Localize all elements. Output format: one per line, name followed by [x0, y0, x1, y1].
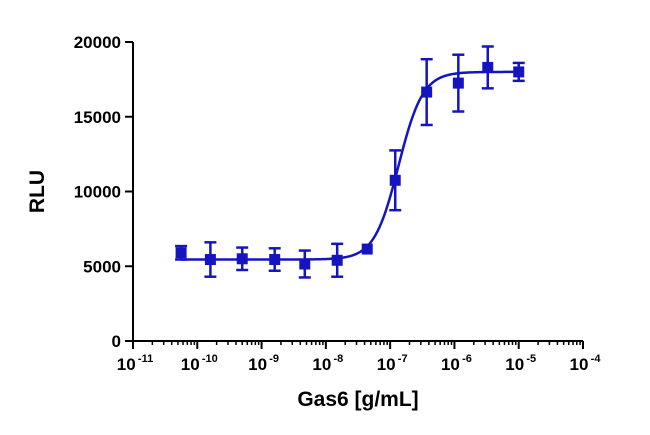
x-tick-label: 10 -9: [248, 353, 279, 374]
plot-marks: [175, 45, 525, 279]
fit-curve: [181, 70, 519, 261]
data-point: [421, 86, 433, 98]
data-point: [175, 247, 187, 259]
x-axis-title: Gas6 [g/mL]: [297, 388, 418, 411]
data-point: [513, 66, 525, 78]
x-tick-label: 10 -8: [312, 353, 343, 374]
data-point: [299, 258, 311, 270]
x-tick-label: 10 -10: [181, 353, 218, 374]
x-tick-label: 10 -11: [117, 353, 153, 374]
data-point: [236, 253, 248, 265]
data-point: [269, 254, 281, 266]
data-point: [389, 174, 401, 186]
data-point: [204, 254, 216, 266]
y-tick-label: 10000: [74, 183, 121, 202]
y-axis-ticks: 0 5000 10000 15000 20000: [74, 33, 133, 351]
x-tick-label: 10 -5: [505, 353, 536, 374]
y-tick-label: 20000: [74, 33, 121, 52]
y-axis-title: RLU: [26, 170, 49, 213]
y-tick-label: 0: [112, 332, 121, 351]
data-point: [452, 77, 464, 89]
x-tick-label: 10 -6: [441, 353, 472, 374]
x-tick-label: 10 -7: [377, 353, 408, 374]
data-point: [331, 254, 343, 266]
x-axis-ticks: 10 -11 10 -10 10 -9 10 -8 10 -7 10 -6 10 -5 10 …: [117, 341, 602, 374]
x-tick-label: 10 -4: [570, 353, 602, 374]
data-point: [482, 61, 494, 73]
y-tick-label: 5000: [83, 257, 121, 276]
data-point: [361, 243, 373, 255]
y-tick-label: 15000: [74, 108, 121, 127]
